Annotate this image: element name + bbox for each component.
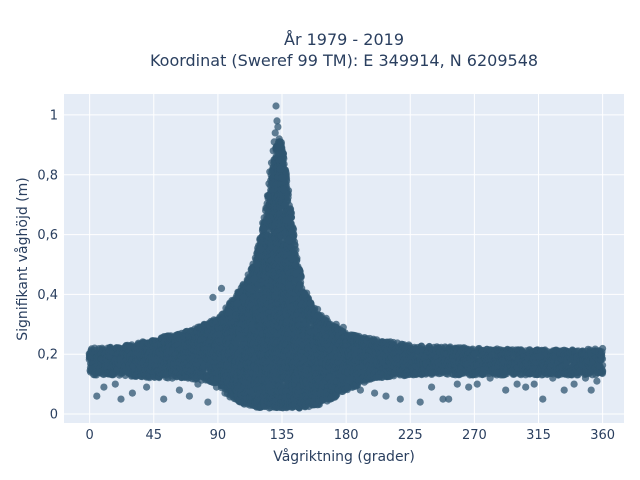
chart-title-line1: År 1979 - 2019 — [284, 30, 404, 49]
data-point — [284, 194, 292, 202]
chart-title-line2: Koordinat (Sweref 99 TM): E 349914, N 62… — [150, 51, 538, 70]
data-points — [85, 102, 607, 412]
data-point — [290, 231, 298, 239]
